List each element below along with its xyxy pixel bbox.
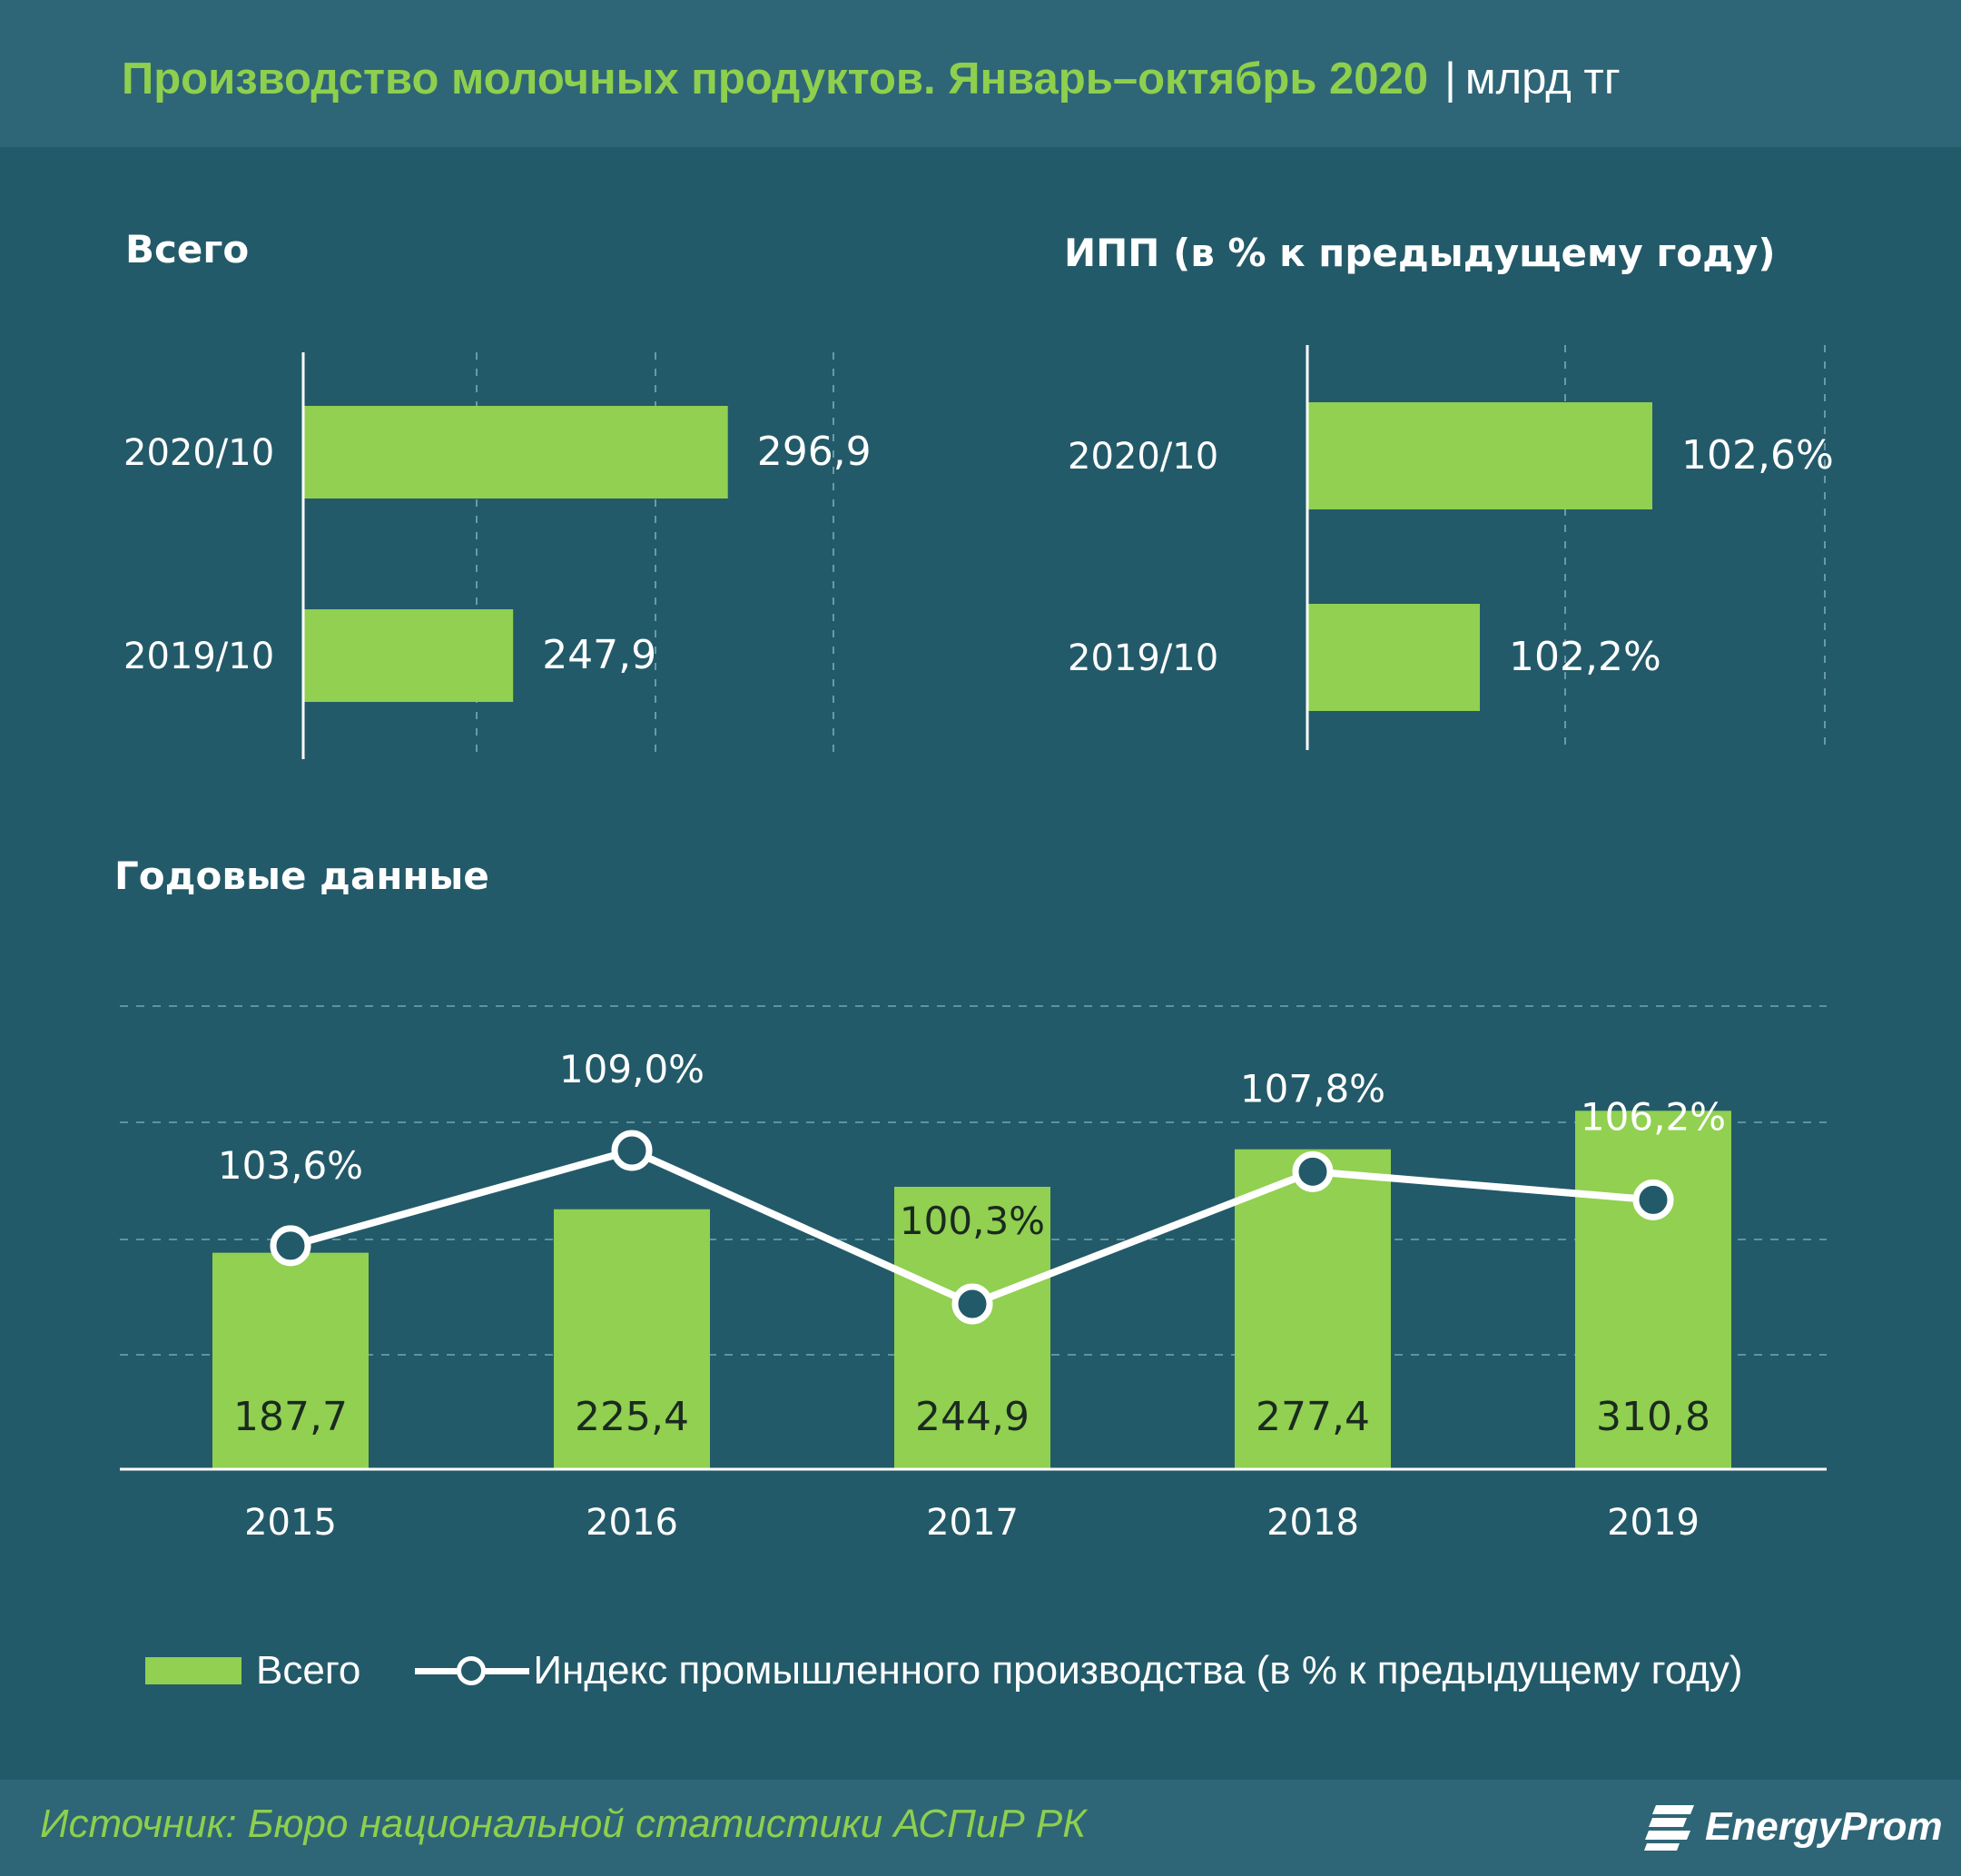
annual-index-marker-2015 [270, 1225, 311, 1267]
annual-year-label-2018: 2018 [1266, 1502, 1359, 1544]
annual-bar-value-2017: 244,9 [915, 1394, 1030, 1440]
panel1-value-label-1: 102,2% [1509, 634, 1661, 680]
panel1-bar-1 [1307, 604, 1480, 711]
panel1-bar-0 [1307, 402, 1652, 509]
source-note: Источник: Бюро национальной статистики А… [40, 1802, 1087, 1846]
panel-ipp-title: ИПП (в % к предыдущему году) [1064, 231, 1776, 275]
annual-index-marker-2018 [1292, 1150, 1334, 1192]
legend-line-swatch [415, 1653, 530, 1689]
annual-year-label-2015: 2015 [244, 1502, 337, 1544]
footer-band: Источник: Бюро национальной статистики А… [0, 1780, 1961, 1876]
panel0-category-label-0: 2020/10 [123, 432, 274, 474]
energyprom-logo: EnergyProm [1643, 1800, 1943, 1854]
annual-year-label-2017: 2017 [926, 1502, 1019, 1544]
annual-index-label-2017: 100,3% [900, 1199, 1045, 1243]
annual-index-marker-2016 [611, 1130, 653, 1171]
annual-bar-value-2019: 310,8 [1596, 1394, 1710, 1440]
annual-index-label-2015: 103,6% [218, 1143, 363, 1188]
title-unit: млрд тг [1464, 54, 1621, 104]
annual-bar-2018 [1235, 1149, 1391, 1469]
annual-index-marker-2019 [1632, 1179, 1674, 1220]
panel-annual-title: Годовые данные [114, 854, 489, 898]
title-main: Производство молочных продуктов. Январь–… [122, 54, 1429, 104]
annual-bar-2019 [1575, 1111, 1731, 1469]
panel1-category-label-1: 2019/10 [1068, 637, 1218, 679]
title-separator: | [1444, 54, 1456, 104]
annual-bar-value-2015: 187,7 [233, 1394, 348, 1440]
annual-year-label-2019: 2019 [1607, 1502, 1700, 1544]
annual-index-label-2018: 107,8% [1240, 1066, 1385, 1111]
panel1-value-label-0: 102,6% [1681, 432, 1834, 479]
annual-year-label-2016: 2016 [586, 1502, 678, 1544]
annual-index-marker-2017 [951, 1283, 993, 1325]
panel0-value-label-1: 247,9 [542, 632, 656, 678]
panel0-bar-0 [303, 406, 728, 499]
legend: Всего Индекс промышленного производства … [145, 1644, 1743, 1698]
panel-total-title: Всего [125, 227, 250, 272]
annual-bar-value-2018: 277,4 [1256, 1394, 1370, 1440]
panel0-bar-1 [303, 609, 514, 702]
annual-index-label-2016: 109,0% [559, 1047, 705, 1091]
logo-icon [1644, 1805, 1694, 1851]
panel1-category-label-0: 2020/10 [1068, 436, 1218, 478]
annual-bar-2016 [554, 1209, 710, 1469]
logo-text: EnergyProm [1705, 1804, 1943, 1849]
annual-bar-2015 [212, 1252, 369, 1469]
annual-bar-value-2016: 225,4 [575, 1394, 689, 1440]
panel0-value-label-0: 296,9 [757, 429, 872, 475]
header-band: Производство молочных продуктов. Январь–… [0, 0, 1961, 147]
legend-bar-label: Всего [256, 1648, 361, 1693]
legend-bar-swatch [145, 1657, 241, 1684]
annual-index-label-2019: 106,2% [1581, 1094, 1726, 1139]
panel0-category-label-1: 2019/10 [123, 636, 274, 677]
annual-bar-2017 [894, 1186, 1050, 1469]
chart-title: Производство молочных продуктов. Январь–… [122, 47, 1621, 111]
legend-line-label: Индекс промышленного производства (в % к… [533, 1648, 1743, 1693]
